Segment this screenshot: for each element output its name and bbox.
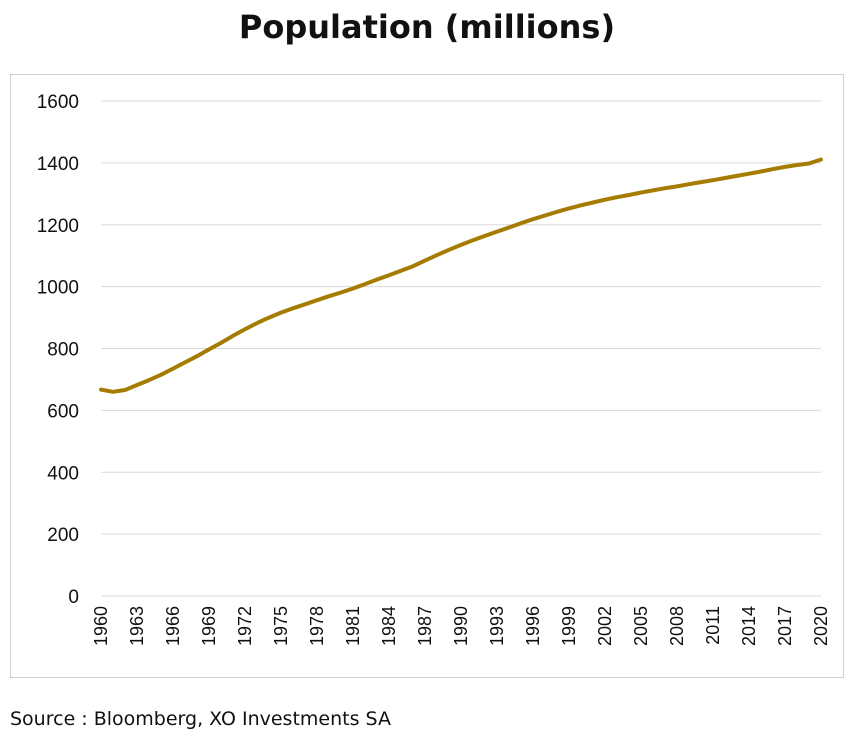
y-tick-label: 1400 — [37, 154, 79, 175]
x-tick-label: 1975 — [271, 606, 291, 646]
y-tick-label: 0 — [68, 587, 79, 608]
x-tick-label: 1963 — [127, 606, 147, 646]
population-series-line — [99, 157, 823, 394]
x-tick-label: 1981 — [343, 606, 363, 646]
x-tick-label: 1978 — [307, 606, 327, 646]
x-axis-ticks: 1960 1963 1966 1969 1972 1975 1978 1981 1984 1987… — [91, 606, 831, 646]
x-tick-label: 1990 — [451, 606, 471, 646]
x-tick-label: 2005 — [631, 606, 651, 646]
y-tick-label: 800 — [47, 340, 79, 361]
x-tick-label: 1960 — [91, 606, 111, 646]
x-tick-label: 1966 — [163, 606, 183, 646]
y-tick-label: 1600 — [37, 92, 79, 113]
chart-title: Population (millions) — [238, 8, 616, 46]
y-tick-label: 1200 — [37, 216, 79, 237]
y-tick-label: 400 — [47, 463, 79, 484]
x-tick-label: 1993 — [487, 606, 507, 646]
chart-frame: 0 200 400 600 800 1000 1200 1400 1600 1960 1963 19… — [10, 74, 844, 678]
x-tick-label: 1999 — [559, 606, 579, 646]
x-tick-label: 2002 — [595, 606, 615, 646]
x-tick-label: 1969 — [199, 606, 219, 646]
gridlines — [101, 100, 821, 597]
x-tick-label: 2014 — [739, 606, 759, 646]
y-axis-ticks: 0 200 400 600 800 1000 1200 1400 1600 — [37, 92, 79, 608]
x-tick-label: 2008 — [667, 606, 687, 646]
x-tick-label: 2011 — [703, 606, 723, 645]
x-tick-label: 2017 — [775, 606, 795, 646]
x-tick-label: 2020 — [811, 606, 831, 646]
x-tick-label: 1972 — [235, 606, 255, 646]
series-layer — [99, 157, 823, 394]
x-tick-label: 1984 — [379, 606, 399, 646]
source-note: Source : Bloomberg, XO Investments SA — [10, 708, 391, 730]
y-tick-label: 600 — [47, 401, 79, 422]
x-tick-label: 1996 — [523, 606, 543, 646]
x-tick-label: 1987 — [415, 606, 435, 646]
y-tick-label: 200 — [47, 525, 79, 546]
y-tick-label: 1000 — [37, 278, 79, 299]
